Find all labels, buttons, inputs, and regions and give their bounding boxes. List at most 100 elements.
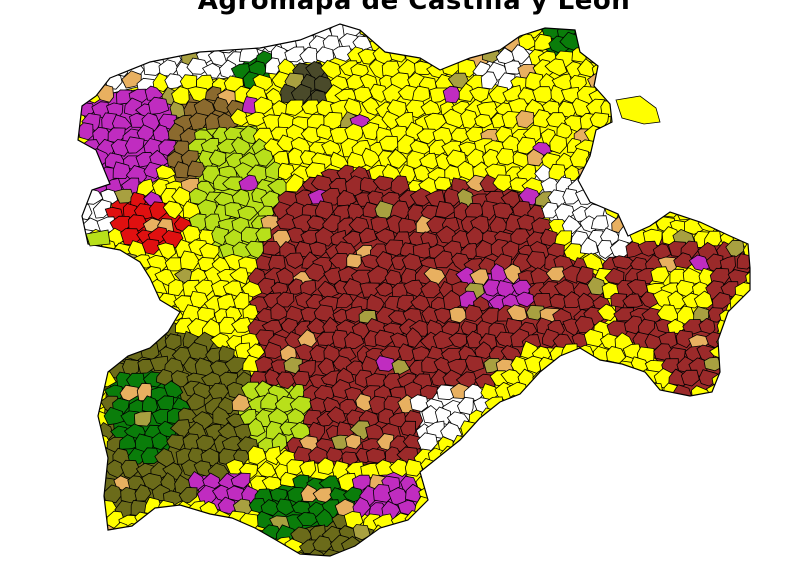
municipality (744, 61, 750, 79)
municipality (251, 24, 268, 27)
municipality (744, 164, 750, 182)
municipality (690, 407, 712, 426)
municipality (300, 484, 319, 503)
municipality (633, 176, 653, 193)
municipality (99, 37, 120, 57)
municipality (668, 423, 688, 443)
municipality (162, 200, 184, 220)
municipality (602, 45, 622, 64)
municipality (744, 369, 750, 389)
municipality (644, 464, 667, 482)
municipality (665, 87, 689, 102)
municipality (434, 537, 453, 556)
municipality (146, 24, 165, 27)
municipality (140, 524, 164, 543)
municipality (563, 500, 585, 517)
municipality (674, 103, 696, 119)
municipality (433, 460, 453, 479)
municipality (726, 524, 749, 543)
municipality (631, 75, 652, 94)
municipality (143, 161, 162, 180)
municipality (597, 303, 618, 322)
municipality (720, 179, 742, 198)
municipality (289, 24, 312, 27)
municipality (78, 508, 79, 530)
municipality (743, 188, 750, 208)
municipality (78, 369, 89, 386)
municipality (562, 188, 579, 205)
municipality (474, 113, 493, 129)
municipality (575, 398, 598, 414)
municipality (606, 61, 629, 78)
municipality (275, 498, 295, 516)
municipality (534, 33, 554, 51)
municipality (134, 484, 152, 502)
municipality (667, 290, 687, 310)
municipality (572, 432, 592, 451)
municipality (139, 552, 163, 556)
municipality (712, 88, 730, 107)
municipality (78, 485, 93, 502)
municipality (468, 488, 486, 504)
municipality (397, 343, 419, 362)
municipality (61, 359, 77, 376)
municipality (460, 36, 478, 55)
municipality (706, 128, 729, 145)
municipality (695, 86, 715, 103)
map-title: Agromapa de Castilla y León (197, 0, 631, 16)
municipality (742, 294, 750, 313)
municipality (401, 540, 426, 556)
municipality (472, 35, 491, 51)
municipality (250, 547, 269, 556)
municipality (576, 266, 594, 285)
municipality (368, 553, 388, 556)
municipality (544, 460, 563, 478)
municipality (78, 62, 88, 82)
municipality (586, 538, 607, 556)
municipality (705, 409, 723, 426)
municipality (525, 484, 545, 503)
municipality (682, 85, 701, 103)
municipality (694, 499, 715, 520)
municipality (692, 432, 710, 451)
municipality (615, 24, 637, 41)
municipality (95, 292, 115, 310)
municipality (609, 34, 629, 52)
municipality (276, 371, 298, 390)
municipality (411, 24, 435, 25)
municipality (458, 526, 481, 542)
municipality (738, 417, 750, 438)
municipality (230, 472, 251, 489)
municipality (658, 122, 679, 144)
municipality (685, 111, 705, 130)
municipality (306, 317, 326, 335)
municipality (405, 327, 423, 348)
municipality (712, 112, 734, 134)
municipality (78, 306, 93, 324)
municipality (463, 513, 482, 532)
municipality (186, 57, 210, 75)
municipality (659, 201, 680, 218)
municipality (712, 424, 730, 442)
municipality (188, 525, 207, 543)
municipality (78, 189, 86, 208)
municipality (608, 163, 629, 182)
municipality (337, 552, 356, 556)
municipality (304, 263, 326, 282)
municipality (684, 422, 704, 442)
municipality (471, 424, 493, 440)
municipality (284, 46, 306, 63)
municipality (121, 308, 137, 324)
municipality (270, 24, 289, 40)
municipality (651, 36, 671, 52)
municipality (239, 513, 261, 531)
municipality (320, 187, 342, 206)
municipality (673, 537, 693, 553)
municipality (742, 343, 750, 359)
municipality (597, 240, 615, 260)
municipality (519, 398, 540, 414)
municipality (732, 486, 750, 505)
municipality (90, 279, 110, 299)
municipality (553, 537, 574, 556)
municipality (130, 317, 152, 335)
